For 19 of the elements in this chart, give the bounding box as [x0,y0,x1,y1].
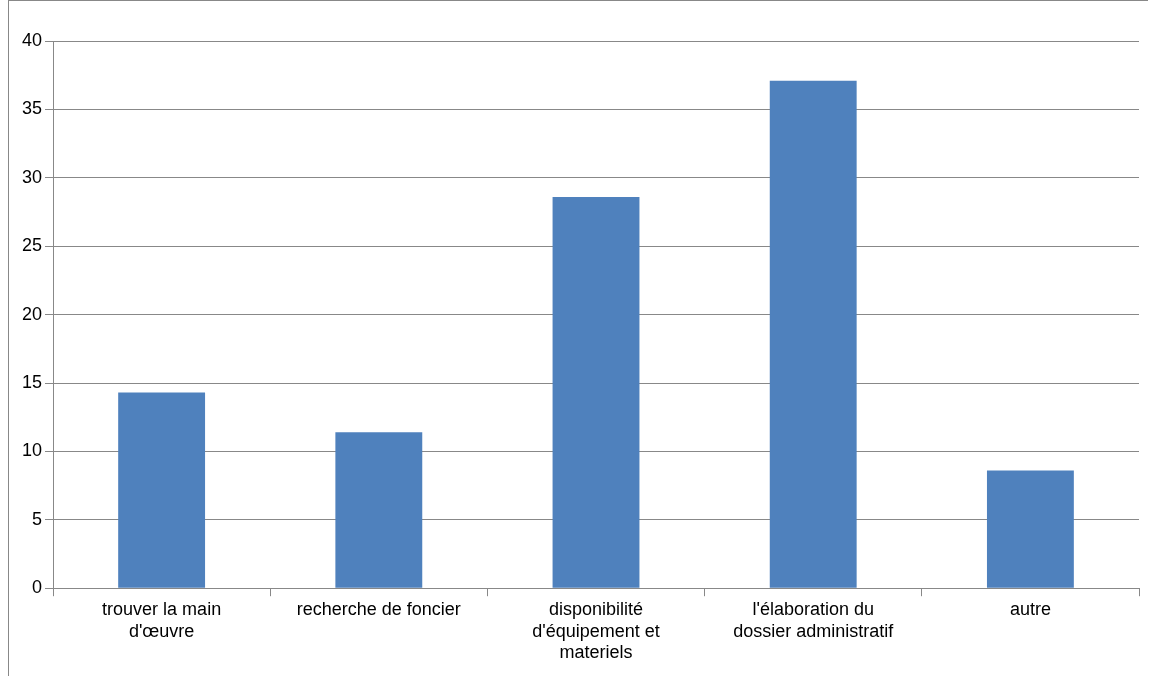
y-tick-label: 35 [21,98,43,119]
y-tick-label: 40 [21,29,43,50]
y-tick-label: 0 [32,577,43,598]
y-tick-label: 25 [21,235,43,256]
bar [769,80,857,588]
y-tick-label: 10 [21,440,43,461]
bar [552,196,640,588]
x-tick-label: l'élaboration du dossier administratif [733,598,895,641]
x-tick-label: disponibilité d'équipement et materiels [532,598,660,663]
bar [335,432,423,588]
x-tick-label: autre [1009,598,1051,619]
y-tick-label: 15 [21,371,43,392]
bar [118,392,206,588]
x-tick-label: recherche de foncier [296,598,461,619]
bar [986,470,1074,588]
y-tick-label: 5 [32,508,43,529]
y-tick-label: 30 [21,166,43,187]
x-tick-label: trouver la main d'œuvre [102,598,222,641]
y-tick-label: 20 [21,303,43,324]
